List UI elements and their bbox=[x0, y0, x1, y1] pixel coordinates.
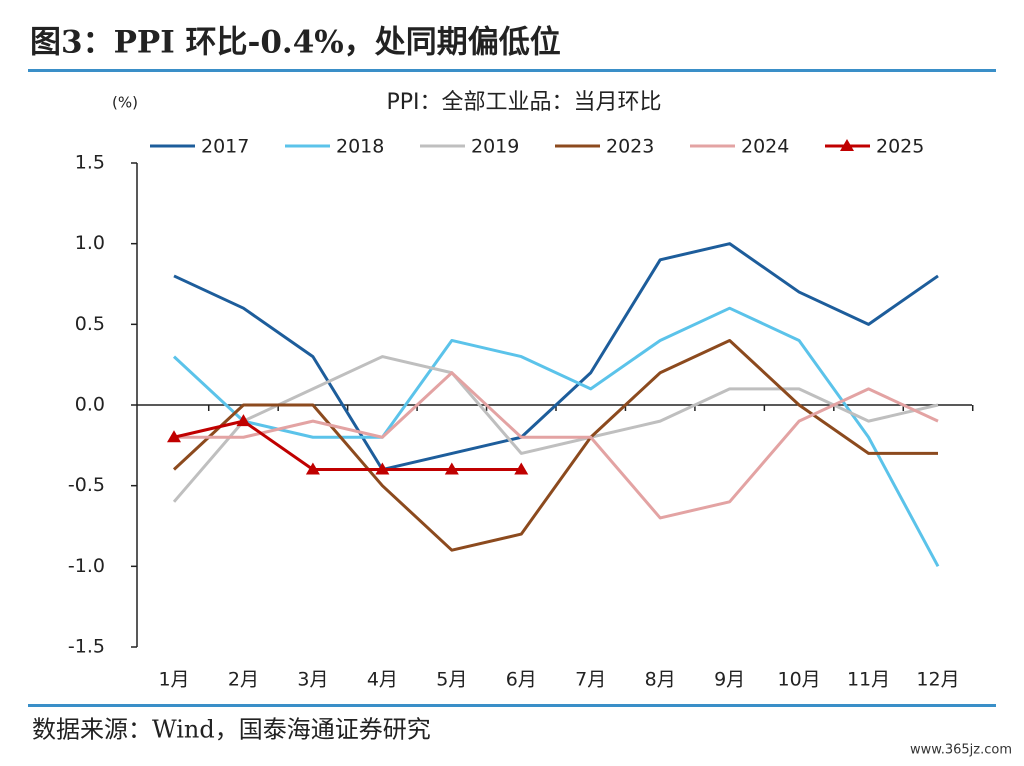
x-tick-label: 1月 bbox=[158, 669, 189, 691]
page-title: 图3：PPI 环比-0.4%，处同期偏低位 bbox=[30, 25, 561, 61]
x-tick-label: 4月 bbox=[367, 669, 398, 691]
y-tick-label: 0.0 bbox=[75, 394, 105, 416]
x-tick-label: 12月 bbox=[916, 669, 959, 691]
legend-label: 2025 bbox=[876, 136, 924, 158]
line-series bbox=[173, 419, 522, 472]
x-tick-label: 6月 bbox=[506, 669, 537, 691]
legend-label: 2023 bbox=[606, 136, 654, 158]
x-tick-label: 8月 bbox=[645, 669, 676, 691]
point-marker bbox=[375, 462, 390, 475]
header-rule bbox=[28, 69, 996, 72]
x-tick-label: 10月 bbox=[777, 669, 820, 691]
line-series bbox=[172, 338, 938, 552]
y-tick-label: 1.0 bbox=[75, 232, 105, 254]
y-unit: (%) bbox=[112, 94, 138, 112]
x-tick-label: 2月 bbox=[228, 669, 259, 691]
legend-label: 2018 bbox=[336, 136, 384, 158]
line-series bbox=[172, 306, 940, 568]
line-series bbox=[172, 355, 939, 503]
point-marker bbox=[236, 414, 251, 427]
point-marker bbox=[444, 462, 459, 475]
chart-title: PPI：全部工业品：当月环比 bbox=[386, 90, 661, 115]
y-tick-label: 0.5 bbox=[75, 313, 105, 335]
y-tick-label: -1.5 bbox=[68, 636, 105, 658]
point-marker bbox=[167, 430, 181, 443]
y-tick-label: -0.5 bbox=[68, 474, 105, 496]
x-tick-label: 5月 bbox=[436, 669, 467, 691]
footer-rule bbox=[28, 704, 996, 707]
x-tick-label: 11月 bbox=[847, 669, 890, 691]
legend-label: 2019 bbox=[471, 136, 519, 158]
x-tick-label: 7月 bbox=[575, 669, 606, 691]
y-tick-label: -1.0 bbox=[68, 555, 105, 577]
x-tick-label: 9月 bbox=[714, 669, 745, 691]
point-marker bbox=[305, 462, 320, 475]
point-marker bbox=[514, 462, 529, 475]
x-tick-label: 3月 bbox=[297, 669, 328, 691]
legend-label: 2017 bbox=[201, 136, 249, 158]
line-series bbox=[174, 371, 939, 520]
y-tick-label: 1.5 bbox=[75, 152, 105, 174]
legend-marker bbox=[840, 139, 854, 151]
line-series bbox=[173, 242, 939, 472]
watermark: www.365jz.com bbox=[910, 743, 1012, 758]
legend-label: 2024 bbox=[741, 136, 789, 158]
source: 数据来源：Wind，国泰海通证券研究 bbox=[32, 716, 431, 744]
